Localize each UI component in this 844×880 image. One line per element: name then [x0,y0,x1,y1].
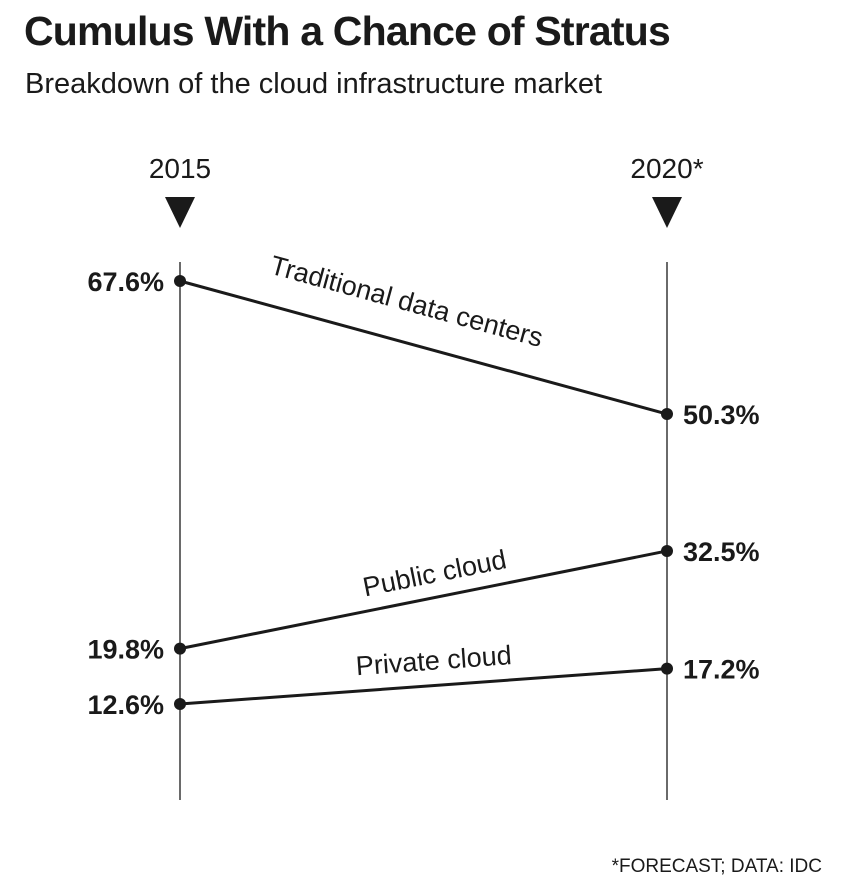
value-label-1-end: 32.5% [683,537,760,567]
value-label-2-start: 12.6% [87,690,164,720]
series-line-0 [179,279,668,416]
series-line-1 [179,549,668,651]
series-point-2-start [174,698,186,710]
series-point-1-end [661,544,673,557]
series-label-0: Traditional data centers [267,250,546,353]
value-label-0-start: 67.6% [87,267,164,297]
value-label-0-end: 50.3% [683,400,760,430]
source-note: *FORECAST; DATA: IDC [611,856,822,877]
value-label-1-start: 19.8% [87,635,164,665]
series-label-1: Public cloud [360,544,509,602]
series-point-1-start [174,642,186,655]
year-marker-1 [652,197,682,228]
chart-title: Cumulus With a Chance of Stratus [24,8,671,54]
year-label-1: 2020* [630,153,703,184]
year-label-0: 2015 [149,153,211,184]
series-label-2: Private cloud [355,640,513,681]
series-point-0-end [661,408,673,421]
year-marker-0 [165,197,195,228]
chart-subtitle: Breakdown of the cloud infrastructure ma… [25,68,603,100]
series-point-2-end [661,662,673,675]
series-point-0-start [174,275,186,287]
series-line-2 [179,667,668,706]
value-label-2-end: 17.2% [683,655,760,685]
